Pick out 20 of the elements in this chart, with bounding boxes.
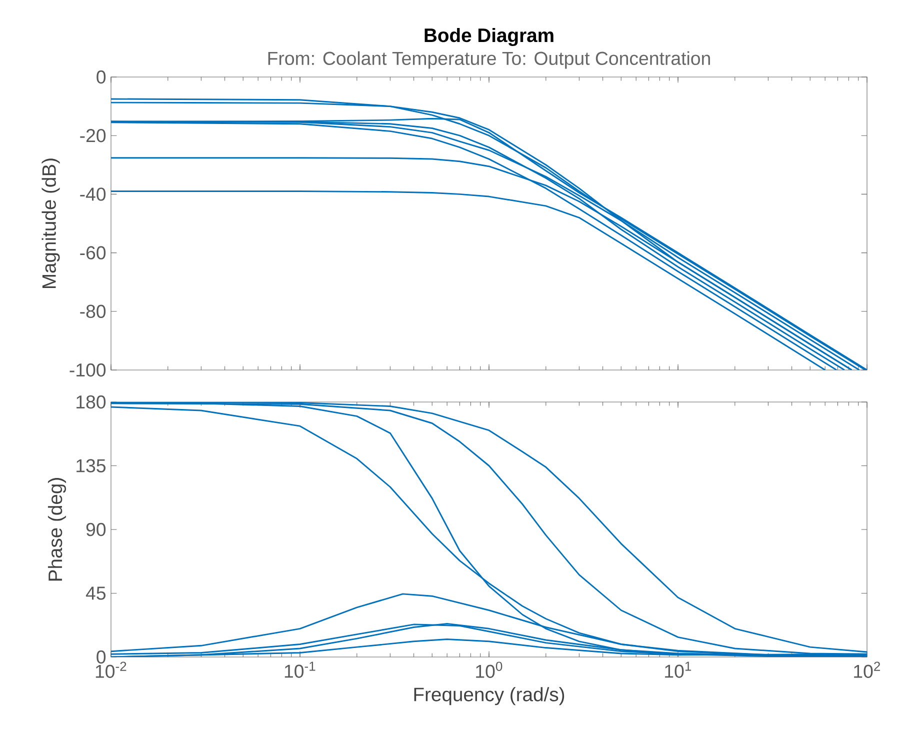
x-axis-title: Frequency (rad/s) [414,687,564,706]
y-tick-label: 0 [96,650,106,664]
y-axis-title: Magnitude (dB) [42,158,60,288]
y-tick-label: -100 [70,363,106,377]
chart-title: Bode Diagram [424,28,554,46]
y-tick-label: -60 [80,246,106,260]
chart-subtitle: From: Coolant Temperature To: Output Concentration [268,51,710,69]
x-tick-label: 10$^{-1}$ [284,662,316,678]
y-tick-label: -20 [80,128,106,142]
y-tick-label: 45 [86,586,106,600]
y-tick-label: 0 [96,70,106,84]
y-tick-label: 90 [86,522,106,536]
x-tick-label: 10$^{2}$ [854,662,880,678]
y-tick-label: 135 [76,459,106,472]
y-tick-label: 180 [76,395,106,409]
y-tick-label: -40 [80,188,106,201]
y-axis-title: Phase (deg) [48,478,66,581]
x-tick-label: 10$^{0}$ [476,662,502,678]
x-tick-label: 10$^{1}$ [665,662,692,678]
y-tick-label: -80 [80,304,106,318]
